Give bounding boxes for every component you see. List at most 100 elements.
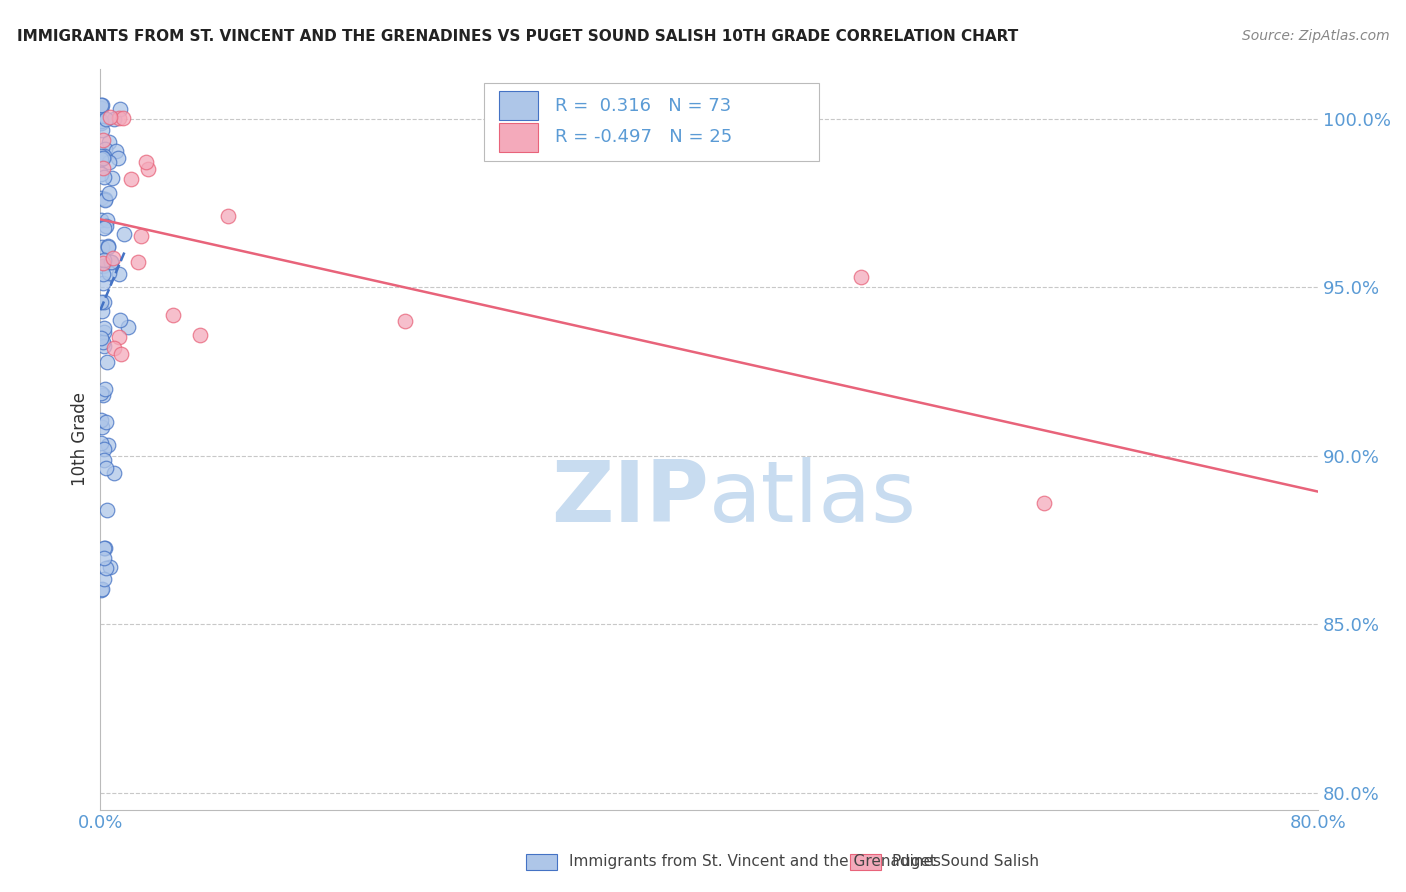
Point xyxy=(93,133,115,147)
Point xyxy=(104,144,127,158)
Point xyxy=(107,111,129,125)
Point xyxy=(129,229,152,244)
Point xyxy=(93,253,115,268)
Point xyxy=(851,270,873,285)
Text: atlas: atlas xyxy=(709,457,917,540)
Point xyxy=(101,171,124,186)
Point xyxy=(112,111,135,125)
Point xyxy=(94,142,117,156)
Text: IMMIGRANTS FROM ST. VINCENT AND THE GRENADINES VS PUGET SOUND SALISH 10TH GRADE : IMMIGRANTS FROM ST. VINCENT AND THE GREN… xyxy=(17,29,1018,44)
Point xyxy=(97,240,120,254)
Point xyxy=(96,355,118,369)
Point xyxy=(91,582,114,597)
Point xyxy=(98,266,121,280)
Point xyxy=(91,276,114,290)
Point xyxy=(117,319,139,334)
Point xyxy=(94,112,117,126)
Point xyxy=(107,151,129,165)
Bar xyxy=(499,91,537,120)
Point xyxy=(94,560,117,574)
Point xyxy=(93,148,115,162)
Point xyxy=(108,330,131,344)
Point xyxy=(127,255,149,269)
Point xyxy=(90,191,112,205)
Y-axis label: 10th Grade: 10th Grade xyxy=(72,392,89,486)
Point xyxy=(110,347,132,361)
Point xyxy=(188,328,211,343)
Point xyxy=(103,112,125,127)
Point xyxy=(93,339,115,353)
Point xyxy=(94,460,117,475)
Point xyxy=(93,541,115,555)
Point xyxy=(93,541,115,555)
FancyBboxPatch shape xyxy=(484,83,818,161)
Point xyxy=(97,135,120,149)
Point xyxy=(90,436,112,450)
Bar xyxy=(849,854,880,870)
Point xyxy=(112,227,135,241)
Point xyxy=(90,149,112,163)
Point xyxy=(97,438,120,452)
Point xyxy=(90,331,112,345)
Point xyxy=(93,255,115,269)
Bar xyxy=(499,122,537,153)
Text: Puget Sound Salish: Puget Sound Salish xyxy=(891,855,1039,869)
Text: R = -0.497   N = 25: R = -0.497 N = 25 xyxy=(554,128,733,146)
Point xyxy=(1033,496,1056,510)
Point xyxy=(90,582,112,597)
Point xyxy=(90,385,112,400)
Point xyxy=(93,442,115,456)
Point xyxy=(91,151,114,165)
Point xyxy=(96,503,118,517)
Point xyxy=(90,98,112,112)
Point xyxy=(136,161,159,176)
Point xyxy=(120,171,142,186)
Point xyxy=(96,219,118,233)
Point xyxy=(98,559,121,574)
Point xyxy=(93,326,115,340)
Point xyxy=(108,102,131,116)
Point xyxy=(98,155,121,169)
Point xyxy=(91,388,114,402)
Point xyxy=(98,186,121,200)
Point xyxy=(93,320,115,334)
Point xyxy=(90,101,112,115)
Point xyxy=(103,341,125,355)
Point xyxy=(217,210,239,224)
Text: R =  0.316   N = 73: R = 0.316 N = 73 xyxy=(554,96,731,114)
Point xyxy=(97,239,120,253)
Point xyxy=(90,113,112,128)
Text: Source: ZipAtlas.com: Source: ZipAtlas.com xyxy=(1241,29,1389,43)
Point xyxy=(93,220,115,235)
Point xyxy=(100,254,122,268)
Point xyxy=(103,252,125,266)
Point xyxy=(93,551,115,566)
Point xyxy=(90,116,112,130)
Point xyxy=(90,212,112,227)
Point xyxy=(394,314,416,328)
Point xyxy=(94,415,117,429)
Point xyxy=(98,110,121,124)
Point xyxy=(90,304,112,318)
Point xyxy=(93,453,115,467)
Point xyxy=(91,98,114,112)
Point xyxy=(100,255,122,269)
Point xyxy=(94,382,117,396)
Point xyxy=(93,267,115,281)
Point xyxy=(91,334,114,349)
Point xyxy=(90,153,112,167)
Text: ZIP: ZIP xyxy=(551,457,709,540)
Point xyxy=(110,313,132,327)
Point xyxy=(135,154,157,169)
Point xyxy=(93,295,115,310)
Point xyxy=(162,308,184,322)
Point xyxy=(94,192,117,206)
Point xyxy=(90,294,112,309)
Point xyxy=(93,161,115,175)
Point xyxy=(107,268,129,282)
Point xyxy=(91,240,114,254)
Point xyxy=(91,260,114,274)
Text: Immigrants from St. Vincent and the Grenadines: Immigrants from St. Vincent and the Gren… xyxy=(568,855,941,869)
Point xyxy=(93,572,115,586)
Point xyxy=(90,419,112,434)
